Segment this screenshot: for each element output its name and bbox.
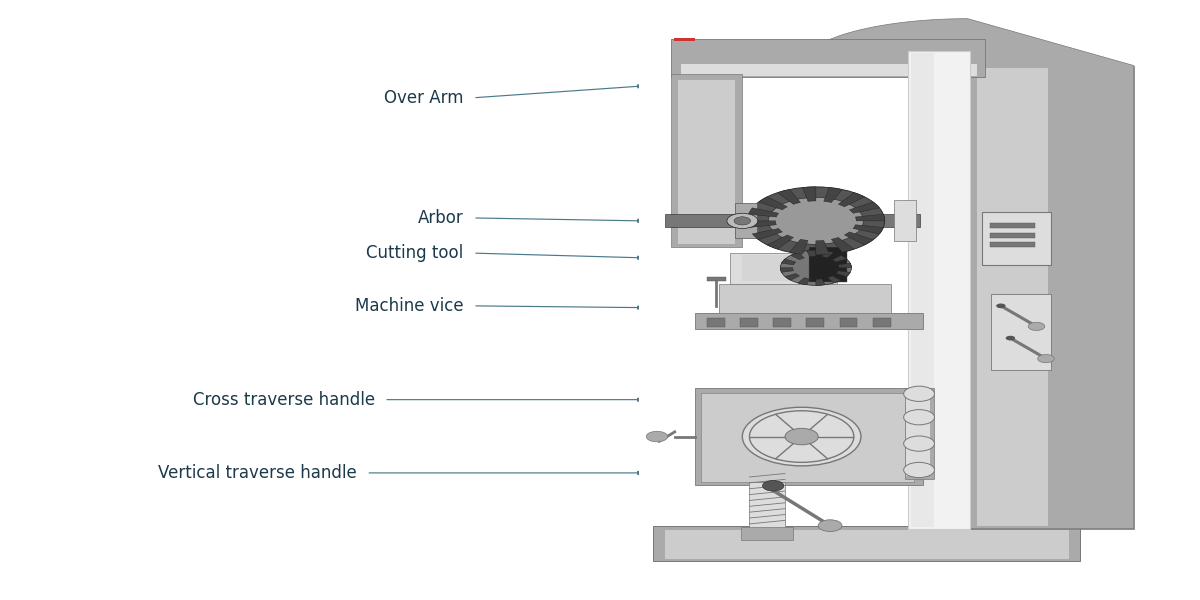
Circle shape bbox=[734, 217, 751, 225]
Bar bbox=[967, 65, 1134, 529]
Wedge shape bbox=[749, 208, 779, 217]
Bar bbox=[653, 526, 1080, 561]
Text: Cross traverse handle: Cross traverse handle bbox=[192, 391, 374, 409]
Bar bbox=[894, 200, 916, 241]
Wedge shape bbox=[828, 276, 841, 283]
Circle shape bbox=[727, 213, 757, 229]
Bar bbox=[736, 203, 756, 238]
Text: Machine vice: Machine vice bbox=[355, 297, 463, 315]
Text: Arbor: Arbor bbox=[418, 209, 463, 227]
Bar bbox=[673, 38, 695, 41]
Wedge shape bbox=[836, 271, 851, 277]
Wedge shape bbox=[791, 253, 804, 260]
Bar bbox=[701, 392, 914, 482]
Wedge shape bbox=[767, 235, 793, 249]
Wedge shape bbox=[798, 278, 810, 285]
Bar bbox=[695, 313, 923, 329]
Wedge shape bbox=[758, 197, 787, 210]
Circle shape bbox=[904, 463, 935, 478]
Wedge shape bbox=[816, 279, 826, 286]
Bar bbox=[719, 284, 890, 313]
Bar bbox=[773, 317, 791, 327]
Bar bbox=[990, 233, 1036, 238]
Bar bbox=[742, 527, 793, 541]
Wedge shape bbox=[752, 229, 782, 240]
Circle shape bbox=[904, 386, 935, 401]
Circle shape bbox=[904, 436, 935, 451]
Bar bbox=[731, 253, 838, 284]
Wedge shape bbox=[778, 190, 800, 205]
Wedge shape bbox=[823, 188, 842, 202]
Polygon shape bbox=[802, 19, 1134, 529]
Bar bbox=[905, 388, 935, 479]
Text: Over Arm: Over Arm bbox=[384, 89, 463, 107]
Bar bbox=[806, 317, 824, 327]
Bar bbox=[991, 294, 1051, 370]
Circle shape bbox=[904, 410, 935, 425]
Bar bbox=[740, 317, 757, 327]
Wedge shape bbox=[785, 274, 799, 280]
Wedge shape bbox=[839, 193, 864, 207]
Bar bbox=[872, 317, 890, 327]
Wedge shape bbox=[790, 239, 808, 254]
Circle shape bbox=[647, 431, 667, 442]
Bar bbox=[665, 214, 920, 227]
Circle shape bbox=[1038, 355, 1055, 363]
Bar bbox=[678, 80, 736, 244]
Wedge shape bbox=[748, 221, 776, 227]
Wedge shape bbox=[832, 238, 854, 252]
Circle shape bbox=[748, 187, 884, 255]
Wedge shape bbox=[781, 259, 796, 265]
Bar bbox=[707, 317, 725, 327]
Circle shape bbox=[1006, 336, 1015, 340]
Wedge shape bbox=[845, 232, 874, 245]
Circle shape bbox=[785, 428, 818, 445]
Bar bbox=[665, 530, 1068, 559]
Bar bbox=[750, 482, 785, 529]
Wedge shape bbox=[853, 225, 883, 234]
Bar bbox=[982, 212, 1051, 265]
Bar bbox=[906, 391, 930, 476]
Bar bbox=[911, 53, 935, 527]
Bar bbox=[743, 256, 832, 281]
Wedge shape bbox=[780, 268, 793, 272]
Bar bbox=[977, 68, 1049, 526]
Bar bbox=[695, 388, 923, 485]
Wedge shape bbox=[816, 241, 829, 255]
Wedge shape bbox=[833, 256, 847, 262]
Wedge shape bbox=[856, 214, 884, 221]
Text: Cutting tool: Cutting tool bbox=[366, 244, 463, 262]
Wedge shape bbox=[839, 263, 852, 268]
Bar bbox=[840, 317, 857, 327]
Text: Vertical traverse handle: Vertical traverse handle bbox=[158, 464, 356, 482]
Wedge shape bbox=[806, 250, 816, 257]
Circle shape bbox=[780, 250, 852, 286]
Bar bbox=[671, 39, 985, 77]
Bar bbox=[671, 74, 743, 247]
Bar bbox=[809, 247, 847, 283]
Circle shape bbox=[818, 520, 842, 532]
Circle shape bbox=[1028, 322, 1045, 331]
Wedge shape bbox=[850, 202, 880, 213]
Bar bbox=[990, 242, 1036, 247]
Wedge shape bbox=[803, 187, 816, 202]
Bar bbox=[680, 64, 977, 76]
Circle shape bbox=[768, 197, 863, 244]
Circle shape bbox=[996, 304, 1006, 308]
Circle shape bbox=[762, 481, 784, 491]
Circle shape bbox=[743, 407, 860, 466]
Bar bbox=[990, 223, 1036, 229]
Wedge shape bbox=[822, 251, 834, 258]
Bar bbox=[707, 277, 726, 281]
Bar bbox=[908, 51, 970, 529]
